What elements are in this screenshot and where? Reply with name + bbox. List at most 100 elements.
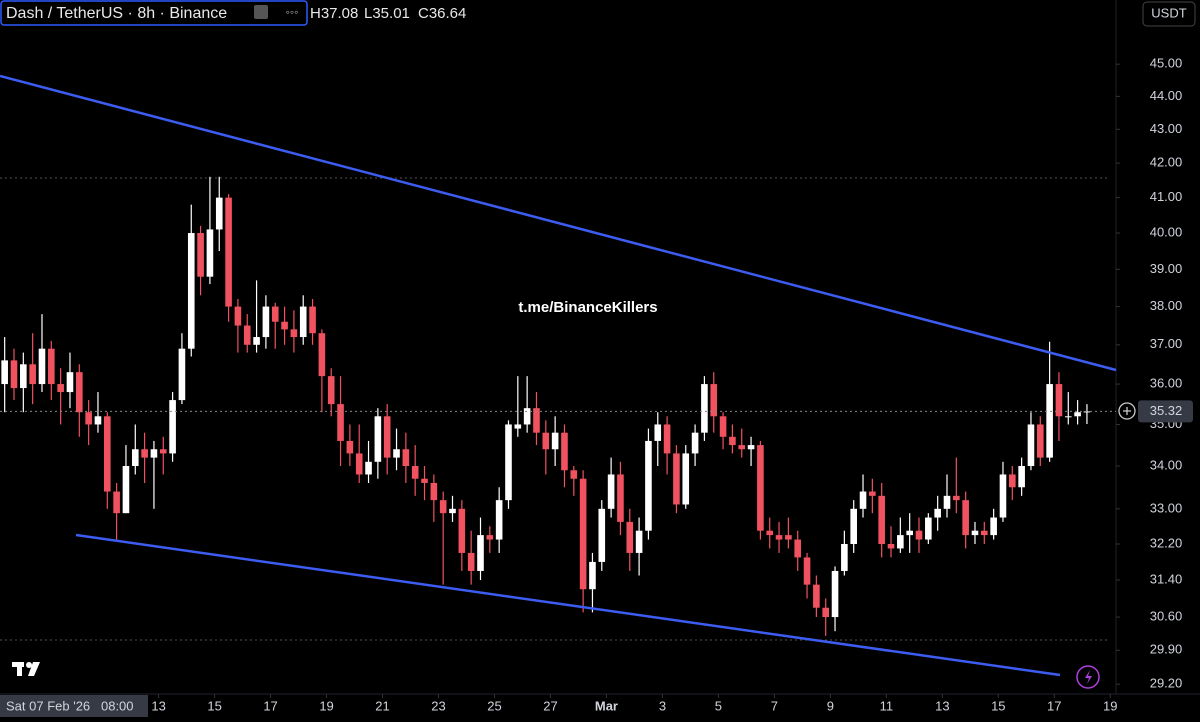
candle-body — [635, 530, 643, 553]
candle-body — [645, 440, 652, 531]
y-tick-label: 29.90 — [1150, 642, 1183, 657]
candle-body — [1074, 412, 1081, 417]
candle-body — [477, 535, 484, 571]
candle-body — [570, 470, 578, 479]
candle-body — [495, 500, 503, 540]
x-tick-label: 19 — [1103, 698, 1117, 713]
candle-body — [887, 543, 895, 549]
add-alert-button[interactable] — [1118, 402, 1136, 420]
candle-body — [421, 478, 428, 483]
candle-body — [393, 449, 400, 458]
candle-body — [113, 491, 120, 514]
candle-body — [971, 530, 979, 536]
candle-body — [1046, 384, 1053, 458]
y-tick-label: 30.60 — [1150, 609, 1183, 624]
y-tick-label: 41.00 — [1150, 189, 1183, 204]
candle-body — [38, 348, 46, 385]
candle-body — [925, 517, 932, 540]
candle-body — [1055, 384, 1063, 417]
candle-body — [234, 306, 242, 326]
candle-body — [953, 495, 960, 501]
watermark: t.me/BinanceKillers — [518, 299, 657, 316]
candle-body — [934, 508, 941, 518]
candle-body — [990, 517, 997, 536]
candle-body — [430, 482, 438, 501]
y-tick-label: 31.40 — [1150, 572, 1183, 587]
y-tick-label: 42.00 — [1150, 155, 1183, 170]
currency-button[interactable] — [1142, 1, 1196, 27]
candle-body — [374, 416, 382, 462]
candle-body — [197, 233, 204, 277]
candle-body — [561, 432, 568, 471]
currency-label: USDT — [1151, 5, 1186, 20]
candle-body — [747, 445, 755, 450]
candle-body — [215, 197, 223, 230]
last-price-box — [1138, 400, 1193, 423]
y-tick-label: 34.00 — [1150, 457, 1183, 472]
candle-body — [187, 233, 195, 349]
x-tick-label: 27 — [543, 698, 557, 713]
candle-body — [859, 491, 867, 509]
candle-body — [813, 584, 820, 608]
candle-body — [999, 474, 1007, 518]
x-tick-label: 17 — [1047, 698, 1061, 713]
y-tick-label: 43.00 — [1150, 121, 1183, 136]
candle-body — [710, 384, 718, 417]
upper-trendline — [0, 74, 1117, 372]
candle-body — [757, 445, 764, 531]
candle-body — [1018, 466, 1025, 488]
y-tick-label: 39.00 — [1150, 261, 1183, 276]
candle-body — [66, 372, 74, 393]
candle-body — [523, 408, 531, 425]
candle-body — [150, 449, 158, 458]
candle-body — [617, 474, 624, 522]
flag-icon[interactable] — [254, 5, 268, 19]
candle-body — [850, 508, 857, 544]
candle-body — [281, 321, 288, 330]
candle-body — [122, 466, 130, 514]
title-box[interactable] — [0, 0, 308, 26]
candle-body — [94, 416, 102, 425]
candle-body — [299, 306, 307, 338]
x-tick-label: 25 — [487, 698, 501, 713]
candle-body — [673, 453, 680, 505]
candle-body — [505, 424, 512, 501]
candle-body — [85, 412, 92, 425]
candle-body — [607, 474, 615, 509]
y-tick-label: 33.00 — [1150, 500, 1183, 515]
candle-body — [355, 453, 363, 475]
candle-body — [402, 449, 410, 467]
y-tick-label: 29.20 — [1150, 676, 1183, 691]
candle-body — [178, 348, 186, 401]
candle-body — [1027, 424, 1035, 467]
x-tick-label: 7 — [771, 698, 778, 713]
candle-body — [598, 508, 606, 562]
x-tick-label: 11 — [880, 698, 894, 713]
last-price-label: 35.32 — [1150, 403, 1183, 418]
candle-body — [29, 364, 36, 385]
candle-body — [48, 348, 55, 385]
candle-body — [243, 325, 251, 345]
y-tick-label: 44.00 — [1150, 88, 1183, 103]
candle-body — [701, 384, 708, 433]
candle-body — [309, 306, 316, 334]
candles — [1, 176, 1091, 636]
candle-body — [20, 364, 27, 389]
candle-body — [346, 440, 354, 454]
candle-body — [449, 508, 456, 514]
tradingview-logo — [12, 662, 40, 676]
candle-body — [878, 495, 885, 544]
candle-body — [533, 408, 540, 433]
x-tick-label: 13 — [935, 698, 949, 713]
x-tick-label: 5 — [715, 698, 722, 713]
lightning-button[interactable] — [1076, 665, 1100, 689]
candle-body — [551, 432, 559, 450]
candle-body — [514, 424, 522, 429]
ohlc-low: L35.01 — [364, 5, 410, 22]
candle-body — [318, 333, 326, 377]
y-tick-label: 38.00 — [1150, 298, 1183, 313]
x-tick-label: 3 — [659, 698, 666, 713]
more-icon[interactable]: ◦◦◦ — [286, 5, 299, 19]
